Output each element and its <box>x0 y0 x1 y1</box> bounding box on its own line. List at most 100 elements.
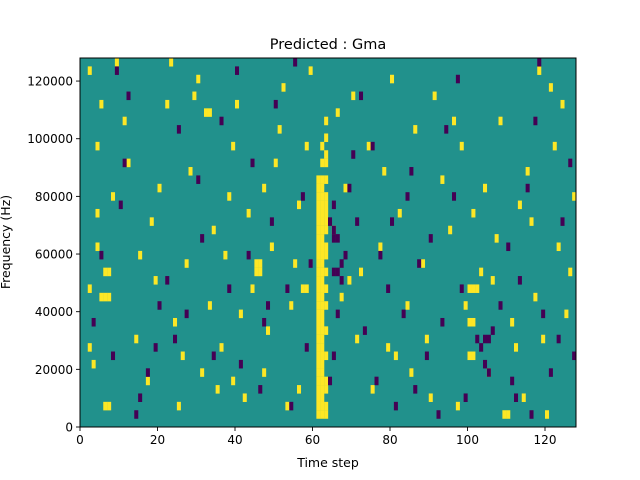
heatmap-cell <box>184 309 189 319</box>
y-tick-label: 60000 <box>35 248 73 262</box>
heatmap-cell <box>475 284 480 293</box>
heatmap-cell <box>262 368 267 377</box>
heatmap-cell <box>514 393 519 402</box>
heatmap-cell <box>479 267 484 277</box>
heatmap-cell <box>111 351 116 361</box>
heatmap-cell <box>335 234 340 243</box>
heatmap-cell <box>514 343 519 352</box>
heatmap-cell <box>339 259 344 268</box>
heatmap-cell <box>316 410 321 419</box>
heatmap-cell <box>548 83 553 92</box>
heatmap-cell <box>537 66 542 75</box>
heatmap-cell <box>320 250 325 260</box>
heatmap-cell <box>393 401 398 411</box>
heatmap-cell <box>138 393 143 402</box>
heatmap-cell <box>95 141 100 151</box>
heatmap-cell <box>471 351 476 361</box>
heatmap-cell <box>246 250 251 260</box>
heatmap-cell <box>180 351 185 361</box>
heatmap-cell <box>316 234 321 243</box>
heatmap-cell <box>316 309 321 319</box>
heatmap-cell <box>331 225 336 235</box>
heatmap-cell <box>510 376 515 386</box>
heatmap-cell <box>479 343 484 352</box>
heatmap-cell <box>320 334 325 344</box>
heatmap-cell <box>320 393 325 402</box>
heatmap-cell <box>320 410 325 419</box>
heatmap-cell <box>506 242 511 252</box>
heatmap-cell <box>320 326 325 335</box>
heatmap-cell <box>316 267 321 277</box>
heatmap-cell <box>324 150 329 159</box>
heatmap-cell <box>320 208 325 218</box>
x-tick-label: 120 <box>534 433 557 447</box>
heatmap-cell <box>111 192 116 201</box>
heatmap-plot-area <box>80 58 577 427</box>
heatmap-cell <box>211 351 216 361</box>
heatmap-cell <box>390 217 395 226</box>
heatmap-cell <box>134 334 139 344</box>
heatmap-cell <box>328 376 333 386</box>
heatmap-cell <box>320 158 325 168</box>
heatmap-cell <box>316 351 321 361</box>
heatmap-cell <box>87 66 92 75</box>
heatmap-cell <box>254 259 259 268</box>
heatmap-cell <box>304 284 309 293</box>
heatmap-cell <box>483 183 488 193</box>
heatmap-cell <box>510 317 515 327</box>
heatmap-cell <box>324 200 329 210</box>
heatmap-cell <box>525 167 530 176</box>
heatmap-cell <box>316 200 321 210</box>
heatmap-cell <box>517 200 522 210</box>
y-tick-label: 100000 <box>27 132 73 146</box>
heatmap-cell <box>335 309 340 319</box>
heatmap-cell <box>316 326 321 335</box>
heatmap-cell <box>145 368 150 377</box>
heatmap-cell <box>320 368 325 377</box>
heatmap-cell <box>467 351 472 361</box>
heatmap-cell <box>467 284 472 293</box>
heatmap-cell <box>103 292 108 302</box>
heatmap-cell <box>483 359 488 369</box>
heatmap-cell <box>114 58 119 67</box>
heatmap-cell <box>390 74 395 84</box>
heatmap-cell <box>405 301 410 310</box>
heatmap-cell <box>471 317 476 327</box>
heatmap-cell <box>316 192 321 201</box>
heatmap-cell <box>273 99 278 109</box>
heatmap-cell <box>246 208 251 218</box>
heatmap-cell <box>572 351 577 361</box>
heatmap-cell <box>316 242 321 252</box>
heatmap-cell <box>386 284 391 293</box>
heatmap-cell <box>428 393 433 402</box>
heatmap-cell <box>401 309 406 319</box>
heatmap-cell <box>359 91 364 101</box>
heatmap-cell <box>316 301 321 310</box>
heatmap-cell <box>444 125 449 134</box>
heatmap-cell <box>289 401 294 411</box>
heatmap-cell <box>262 183 267 193</box>
heatmap-cell <box>339 292 344 302</box>
heatmap-cell <box>316 276 321 285</box>
heatmap-cell <box>324 116 329 126</box>
chart-title: Predicted : Gma <box>270 37 386 53</box>
heatmap-cell <box>235 66 240 75</box>
heatmap-cell <box>126 158 131 168</box>
heatmap-cell <box>320 141 325 151</box>
heatmap-cell <box>320 192 325 201</box>
heatmap-cell <box>471 284 476 293</box>
heatmap-cell <box>122 116 127 126</box>
heatmap-cell <box>254 267 259 277</box>
heatmap-cell <box>219 116 224 126</box>
x-tick-label: 100 <box>456 433 479 447</box>
heatmap-cell <box>463 393 468 402</box>
heatmap-cell <box>486 368 491 377</box>
heatmap-cell <box>409 368 414 377</box>
heatmap-cell <box>324 250 329 260</box>
heatmap-cell <box>355 217 360 226</box>
heatmap-cell <box>324 225 329 235</box>
heatmap-cell <box>324 376 329 386</box>
heatmap-cell <box>556 334 561 344</box>
heatmap-cell <box>258 385 263 394</box>
